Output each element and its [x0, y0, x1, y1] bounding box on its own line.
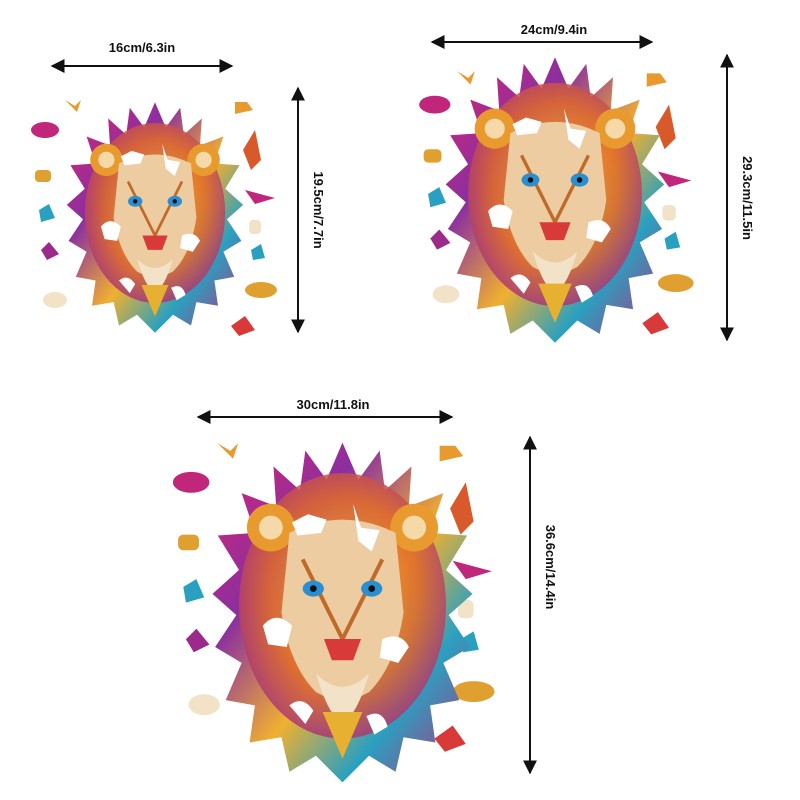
width-label: 24cm/9.4in: [521, 22, 588, 37]
puzzle-large: 30cm/11.8in 36.6cm/14.4in: [172, 397, 558, 782]
puzzle-medium: 24cm/9.4in 29.3cm/11.5in: [419, 22, 755, 345]
height-label: 19.5cm/7.7in: [311, 171, 326, 248]
width-label: 16cm/6.3in: [109, 40, 176, 55]
puzzle-small: 16cm/6.3in 19.5cm/7.7in: [31, 40, 326, 336]
width-label: 30cm/11.8in: [297, 397, 370, 412]
height-label: 36.6cm/14.4in: [543, 525, 558, 610]
height-label: 29.3cm/11.5in: [740, 156, 755, 240]
